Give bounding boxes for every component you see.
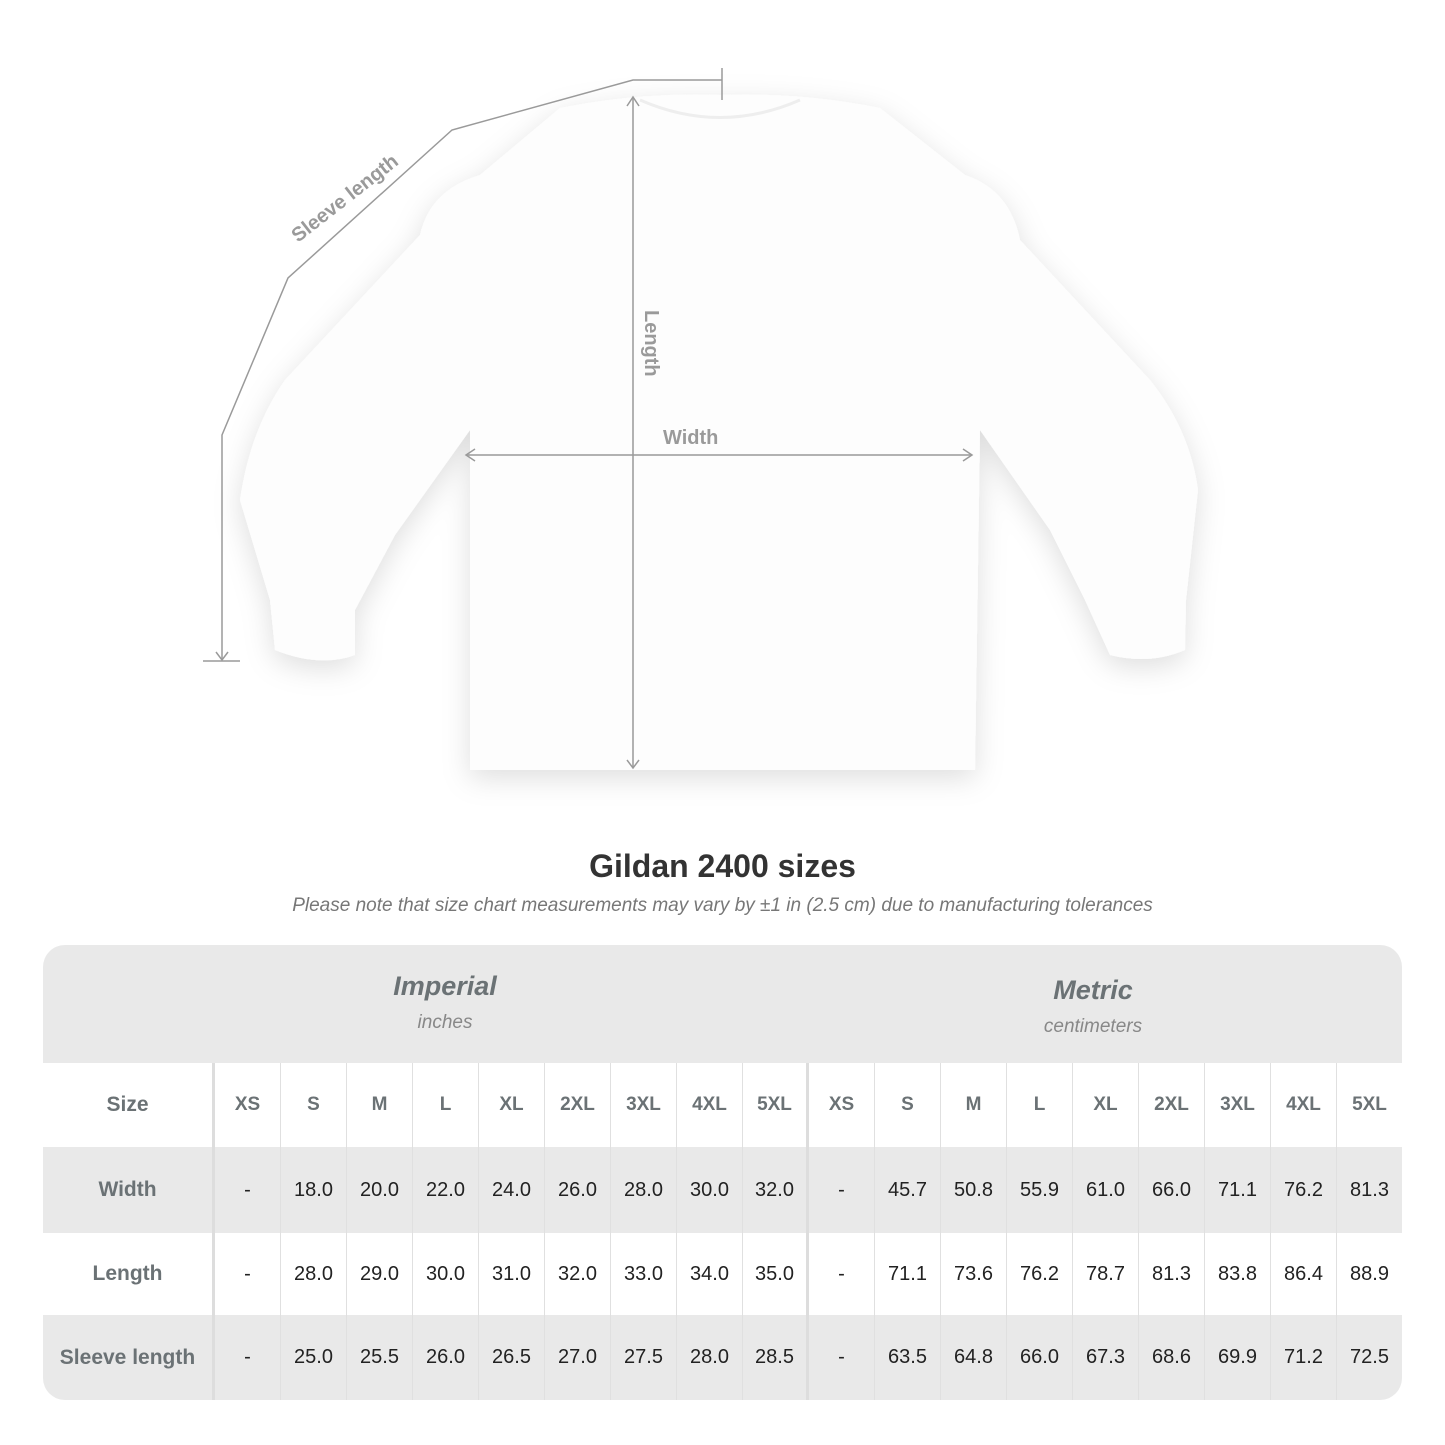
metric-value-cell: 45.7 bbox=[875, 1147, 941, 1233]
metric-value-cell: 66.0 bbox=[1007, 1315, 1073, 1400]
imperial-value-cell: - bbox=[215, 1233, 281, 1315]
shirt-diagram: Sleeve length Length Width bbox=[203, 68, 1198, 771]
metric-value-cell: 71.2 bbox=[1271, 1315, 1337, 1400]
size-table: Imperial inches Metric centimeters Size … bbox=[43, 945, 1402, 1400]
imperial-title: Imperial bbox=[393, 971, 497, 1001]
metric-value-cell: 71.1 bbox=[1205, 1147, 1271, 1233]
imperial-value-cell: 32.0 bbox=[743, 1147, 809, 1233]
tolerance-note: Please note that size chart measurements… bbox=[292, 895, 1153, 916]
metric-header: Metric centimeters bbox=[863, 975, 1323, 1038]
imperial-value-cell: 28.0 bbox=[677, 1315, 743, 1400]
imperial-value-cell: 28.0 bbox=[281, 1233, 347, 1315]
imperial-value-cell: 25.0 bbox=[281, 1315, 347, 1400]
imperial-value-cell: 29.0 bbox=[347, 1233, 413, 1315]
imperial-value-cell: 27.5 bbox=[611, 1315, 677, 1400]
metric-value-cell: 73.6 bbox=[941, 1233, 1007, 1315]
metric-value-cell: 71.1 bbox=[875, 1233, 941, 1315]
imperial-size-s: S bbox=[281, 1063, 347, 1147]
imperial-value-cell: 35.0 bbox=[743, 1233, 809, 1315]
imperial-value-cell: 28.5 bbox=[743, 1315, 809, 1400]
metric-size-xs: XS bbox=[809, 1063, 875, 1147]
imperial-value-cell: - bbox=[215, 1315, 281, 1400]
imperial-value-cell: 26.5 bbox=[479, 1315, 545, 1400]
metric-value-cell: 50.8 bbox=[941, 1147, 1007, 1233]
table-row: Length -28.0 29.0 30.0 31.0 32.0 33.0 34.0 35.0-… bbox=[43, 1233, 1402, 1315]
width-label: Width bbox=[663, 427, 718, 449]
metric-title: Metric bbox=[1053, 975, 1133, 1005]
imperial-value-cell: 28.0 bbox=[611, 1147, 677, 1233]
imperial-size-xl: XL bbox=[479, 1063, 545, 1147]
metric-size-2xl: 2XL bbox=[1139, 1063, 1205, 1147]
imperial-value-cell: 30.0 bbox=[413, 1233, 479, 1315]
metric-value-cell: 76.2 bbox=[1007, 1233, 1073, 1315]
metric-value-cell: 55.9 bbox=[1007, 1147, 1073, 1233]
metric-value-cell: 67.3 bbox=[1073, 1315, 1139, 1400]
imperial-value-cell: 22.0 bbox=[413, 1147, 479, 1233]
metric-value-cell: 68.6 bbox=[1139, 1315, 1205, 1400]
metric-unit: centimeters bbox=[1043, 1016, 1143, 1037]
imperial-value-cell: 18.0 bbox=[281, 1147, 347, 1233]
row-label: Sleeve length bbox=[43, 1315, 215, 1400]
imperial-value-cell: 27.0 bbox=[545, 1315, 611, 1400]
imperial-value-cell: 30.0 bbox=[677, 1147, 743, 1233]
imperial-size-4xl: 4XL bbox=[677, 1063, 743, 1147]
metric-value-cell: 66.0 bbox=[1139, 1147, 1205, 1233]
size-header-row: Size XS S M L XL 2XL 3XL 4XL 5XL XS S M L XL 2XL 3XL 4XL… bbox=[43, 1063, 1402, 1147]
metric-value-cell: 64.8 bbox=[941, 1315, 1007, 1400]
sleeve-length-line bbox=[221, 79, 722, 660]
metric-value-cell: 63.5 bbox=[875, 1315, 941, 1400]
table-row: Width -18.0 20.0 22.0 24.0 26.0 28.0 30.0 32.0-4… bbox=[43, 1147, 1402, 1233]
imperial-size-5xl: 5XL bbox=[743, 1063, 809, 1147]
system-header bbox=[43, 945, 1402, 1063]
imperial-value-cell: 25.5 bbox=[347, 1315, 413, 1400]
imperial-value-cell: 26.0 bbox=[413, 1315, 479, 1400]
page-title: Gildan 2400 sizes bbox=[589, 848, 856, 884]
shirt-body bbox=[240, 94, 1198, 771]
metric-value-cell: 76.2 bbox=[1271, 1147, 1337, 1233]
metric-size-m: M bbox=[941, 1063, 1007, 1147]
metric-value-cell: 83.8 bbox=[1205, 1233, 1271, 1315]
imperial-value-cell: 32.0 bbox=[545, 1233, 611, 1315]
metric-value-cell: 86.4 bbox=[1271, 1233, 1337, 1315]
imperial-value-cell: 34.0 bbox=[677, 1233, 743, 1315]
size-label: Size bbox=[43, 1063, 215, 1147]
imperial-size-m: M bbox=[347, 1063, 413, 1147]
row-label: Length bbox=[43, 1233, 215, 1315]
metric-size-s: S bbox=[875, 1063, 941, 1147]
imperial-size-xs: XS bbox=[215, 1063, 281, 1147]
imperial-header: Imperial inches bbox=[215, 971, 675, 1034]
imperial-value-cell: - bbox=[215, 1147, 281, 1233]
metric-value-cell: 81.3 bbox=[1139, 1233, 1205, 1315]
row-label: Width bbox=[43, 1147, 215, 1233]
imperial-value-cell: 31.0 bbox=[479, 1233, 545, 1315]
imperial-value-cell: 20.0 bbox=[347, 1147, 413, 1233]
metric-value-cell: - bbox=[809, 1315, 875, 1400]
imperial-value-cell: 26.0 bbox=[545, 1147, 611, 1233]
imperial-size-2xl: 2XL bbox=[545, 1063, 611, 1147]
measure-lines bbox=[203, 68, 974, 770]
metric-value-cell: - bbox=[809, 1233, 875, 1315]
metric-size-3xl: 3XL bbox=[1205, 1063, 1271, 1147]
metric-value-cell: 61.0 bbox=[1073, 1147, 1139, 1233]
length-label: Length bbox=[640, 310, 662, 377]
metric-value-cell: 72.5 bbox=[1337, 1315, 1402, 1400]
metric-value-cell: 88.9 bbox=[1337, 1233, 1402, 1315]
metric-value-cell: 69.9 bbox=[1205, 1315, 1271, 1400]
sleeve-length-label: Sleeve length bbox=[288, 150, 403, 247]
metric-size-xl: XL bbox=[1073, 1063, 1139, 1147]
imperial-size-3xl: 3XL bbox=[611, 1063, 677, 1147]
imperial-value-cell: 33.0 bbox=[611, 1233, 677, 1315]
imperial-size-l: L bbox=[413, 1063, 479, 1147]
imperial-unit: inches bbox=[417, 1012, 473, 1033]
shirt-collar bbox=[639, 98, 801, 119]
metric-size-5xl: 5XL bbox=[1337, 1063, 1402, 1147]
metric-value-cell: 78.7 bbox=[1073, 1233, 1139, 1315]
metric-value-cell: - bbox=[809, 1147, 875, 1233]
table-row: Sleeve length -25.0 25.5 26.0 26.5 27.0 27.5 28… bbox=[43, 1315, 1402, 1400]
metric-value-cell: 81.3 bbox=[1337, 1147, 1402, 1233]
imperial-value-cell: 24.0 bbox=[479, 1147, 545, 1233]
metric-size-4xl: 4XL bbox=[1271, 1063, 1337, 1147]
metric-size-l: L bbox=[1007, 1063, 1073, 1147]
